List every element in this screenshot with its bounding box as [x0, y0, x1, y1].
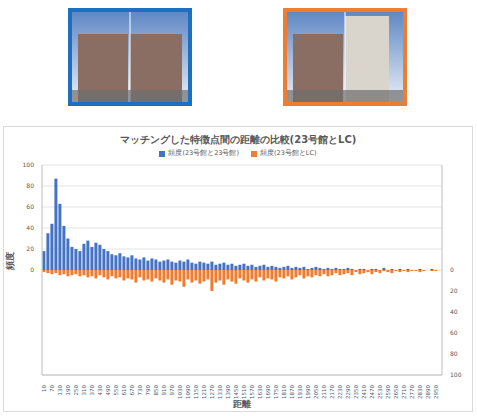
svg-text:100: 100	[450, 371, 462, 378]
svg-text:1510: 1510	[241, 385, 247, 399]
svg-text:2650: 2650	[393, 385, 399, 399]
html-text:頻度(23号館と23号館): 頻度(23号館と23号館)	[168, 149, 239, 157]
svg-text:1090: 1090	[185, 385, 191, 399]
svg-text:頻度: 頻度	[5, 252, 15, 271]
svg-text:850: 850	[153, 385, 159, 396]
svg-text:970: 970	[169, 385, 175, 396]
svg-text:60: 60	[450, 329, 458, 336]
svg-text:1630: 1630	[257, 385, 263, 399]
svg-text:250: 250	[73, 385, 79, 396]
svg-text:2590: 2590	[385, 385, 391, 399]
svg-text:2830: 2830	[417, 385, 423, 399]
svg-text:1030: 1030	[177, 385, 183, 399]
html-text:マッチングした特徴点間の距離の比較(23号館とLC): マッチングした特徴点間の距離の比較(23号館とLC)	[119, 134, 357, 145]
svg-text:190: 190	[65, 385, 71, 396]
svg-text:610: 610	[121, 385, 127, 396]
svg-text:70: 70	[49, 385, 55, 392]
svg-text:2230: 2230	[337, 385, 343, 399]
svg-text:2350: 2350	[353, 385, 359, 399]
svg-text:1870: 1870	[289, 385, 295, 399]
svg-text:10: 10	[41, 385, 47, 392]
svg-text:130: 130	[57, 385, 63, 396]
svg-text:370: 370	[89, 385, 95, 396]
svg-text:1270: 1270	[209, 385, 215, 399]
svg-text:730: 730	[137, 385, 143, 396]
svg-text:20: 20	[450, 287, 458, 294]
svg-text:1150: 1150	[193, 385, 199, 399]
svg-text:1690: 1690	[265, 385, 271, 399]
svg-text:2170: 2170	[329, 385, 335, 399]
svg-text:1450: 1450	[233, 385, 239, 399]
svg-text:670: 670	[129, 385, 135, 396]
svg-text:1390: 1390	[225, 385, 231, 399]
svg-text:550: 550	[113, 385, 119, 396]
svg-text:2890: 2890	[425, 385, 431, 399]
html-text:頻度(23号館とLC): 頻度(23号館とLC)	[260, 149, 317, 157]
svg-text:2530: 2530	[377, 385, 383, 399]
svg-text:2410: 2410	[361, 385, 367, 399]
svg-text:490: 490	[105, 385, 111, 396]
svg-text:1930: 1930	[297, 385, 303, 399]
svg-text:100: 100	[23, 161, 35, 168]
svg-text:1570: 1570	[249, 385, 255, 399]
svg-text:距離: 距離	[232, 399, 251, 409]
svg-text:1810: 1810	[281, 385, 287, 399]
svg-text:1750: 1750	[273, 385, 279, 399]
svg-text:1330: 1330	[217, 385, 223, 399]
svg-text:20: 20	[26, 245, 34, 252]
svg-text:910: 910	[161, 385, 167, 396]
svg-text:80: 80	[450, 350, 458, 357]
svg-text:2470: 2470	[369, 385, 375, 399]
svg-text:2770: 2770	[409, 385, 415, 399]
svg-text:2950: 2950	[433, 385, 439, 399]
svg-text:40: 40	[450, 308, 458, 315]
svg-text:2050: 2050	[313, 385, 319, 399]
svg-text:1990: 1990	[305, 385, 311, 399]
svg-text:2710: 2710	[401, 385, 407, 399]
svg-text:2110: 2110	[321, 385, 327, 399]
svg-text:60: 60	[26, 203, 34, 210]
svg-text:790: 790	[145, 385, 151, 396]
svg-text:0: 0	[30, 266, 34, 273]
svg-text:1210: 1210	[201, 385, 207, 399]
svg-text:2290: 2290	[345, 385, 351, 399]
svg-text:40: 40	[26, 224, 34, 231]
svg-text:310: 310	[81, 385, 87, 396]
svg-text:80: 80	[26, 182, 34, 189]
svg-text:430: 430	[97, 385, 103, 396]
svg-text:0: 0	[450, 266, 454, 273]
